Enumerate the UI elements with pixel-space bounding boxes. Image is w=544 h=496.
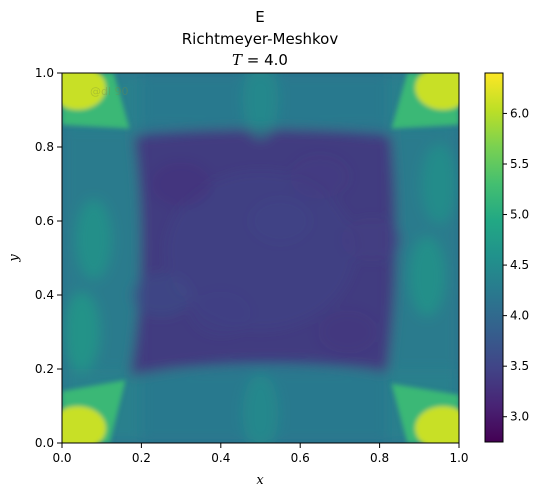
plot-frame xyxy=(61,72,460,444)
x-tick-label: 1.0 xyxy=(449,451,468,465)
interior-blob xyxy=(151,162,212,206)
time-symbol: T xyxy=(232,51,243,69)
interior-blob xyxy=(317,310,378,354)
x-axis-label: x xyxy=(256,473,264,488)
interior-core xyxy=(165,170,356,331)
edge-feature xyxy=(63,292,100,372)
x-tick-label: 0.0 xyxy=(52,451,71,465)
colorbar-tick-label: 4.0 xyxy=(510,309,529,323)
watermark: @dl 90 xyxy=(90,85,129,98)
chart-time-label: T = 4.0 xyxy=(0,51,520,69)
colorbar-tick-label: 3.5 xyxy=(510,359,529,373)
edge-feature xyxy=(75,199,112,280)
edge-feature xyxy=(409,236,446,317)
time-equals: = xyxy=(242,51,265,69)
heatmap-field xyxy=(62,73,459,443)
chart-title-line-1: E xyxy=(255,8,265,26)
colorbar-tick-label: 5.0 xyxy=(510,208,529,222)
x-tick-label: 0.2 xyxy=(132,451,151,465)
heatmap-corners xyxy=(62,73,459,443)
edge-feature xyxy=(242,73,279,139)
y-tick-label: 0.0 xyxy=(35,436,54,450)
colorbar-tick-label: 4.5 xyxy=(510,258,529,272)
colorbar xyxy=(484,72,504,443)
colorbar-tick-label: 6.0 xyxy=(510,106,529,120)
edge-feature xyxy=(421,144,458,224)
interior-blob xyxy=(190,291,251,336)
interior-blob xyxy=(250,199,311,243)
heatmap-interior xyxy=(62,73,459,443)
corner-top-right-peak xyxy=(415,73,459,110)
y-tick-label: 1.0 xyxy=(35,66,54,80)
interior-blob xyxy=(131,273,192,317)
colorbar-tick-label: 5.5 xyxy=(510,157,529,171)
corner-bottom-right-peak xyxy=(415,406,459,443)
y-tick-label: 0.8 xyxy=(35,140,54,154)
x-tick-label: 0.4 xyxy=(211,451,230,465)
x-axis: 0.0 0.2 0.4 0.6 0.8 1.0 xyxy=(52,443,469,465)
x-tick-label: 0.8 xyxy=(370,451,389,465)
y-axis: 0.0 0.2 0.4 0.6 0.8 1.0 xyxy=(35,66,62,450)
x-tick-label: 0.6 xyxy=(291,451,310,465)
y-tick-label: 0.2 xyxy=(35,362,54,376)
y-tick-label: 0.6 xyxy=(35,214,54,228)
corner-bottom-left-peak xyxy=(62,406,106,443)
colorbar-tick-label: 3.0 xyxy=(510,410,529,424)
y-tick-label: 0.4 xyxy=(35,288,54,302)
interior-blob xyxy=(290,154,351,199)
colorbar-ticks: 3.0 3.5 4.0 4.5 5.0 5.5 6.0 xyxy=(503,106,529,424)
y-axis-label: y xyxy=(7,254,22,263)
interior-blob xyxy=(341,217,402,262)
time-value: 4.0 xyxy=(264,51,288,69)
corner-top-left-peak xyxy=(62,73,106,110)
chart-title-line-2: Richtmeyer-Meshkov xyxy=(181,30,339,48)
edge-feature xyxy=(242,373,279,443)
